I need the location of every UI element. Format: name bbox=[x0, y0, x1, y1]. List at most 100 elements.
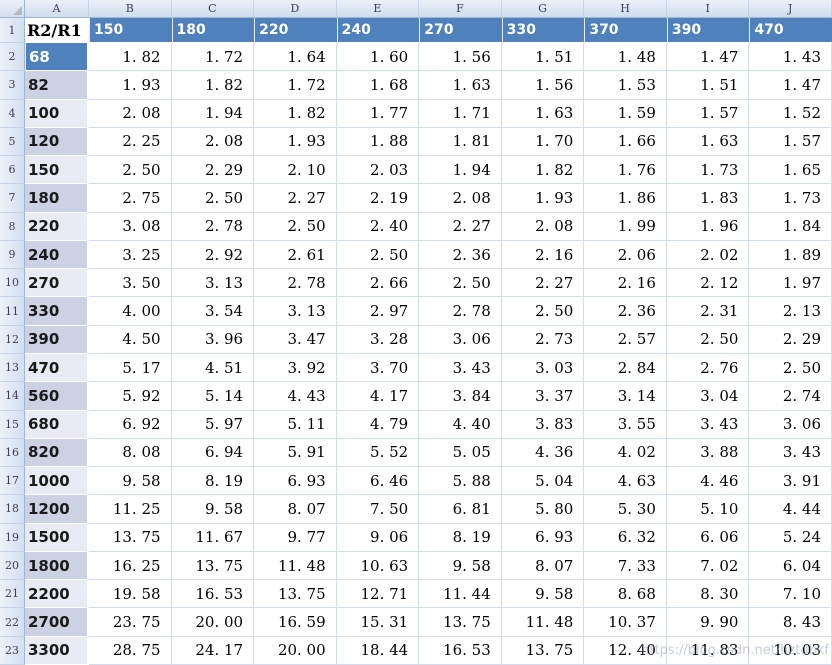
cell-H12[interactable]: 2. 57 bbox=[584, 325, 667, 354]
row-header-15[interactable]: 15 bbox=[0, 410, 25, 439]
cell-H21[interactable]: 8. 68 bbox=[584, 580, 667, 609]
cell-H5[interactable]: 1. 66 bbox=[584, 127, 667, 157]
cell-B10[interactable]: 3. 50 bbox=[89, 269, 172, 298]
cell-F6[interactable]: 1. 94 bbox=[419, 156, 502, 185]
cell-D15[interactable]: 5. 11 bbox=[254, 410, 337, 439]
cell-A5-row-label[interactable]: 120 bbox=[25, 127, 89, 157]
cell-A6-row-label[interactable]: 150 bbox=[25, 156, 89, 185]
cell-A10-row-label[interactable]: 270 bbox=[25, 269, 89, 298]
cell-I16[interactable]: 3. 88 bbox=[666, 438, 750, 468]
cell-B23[interactable]: 28. 75 bbox=[89, 636, 172, 665]
cell-G11[interactable]: 2. 50 bbox=[501, 297, 585, 326]
cell-J22[interactable]: 8. 43 bbox=[749, 608, 832, 637]
row-header-20[interactable]: 20 bbox=[0, 551, 25, 581]
cell-C4[interactable]: 1. 94 bbox=[171, 99, 255, 128]
cell-A14-row-label[interactable]: 560 bbox=[25, 382, 89, 411]
cell-C5[interactable]: 2. 08 bbox=[171, 127, 255, 157]
cell-C16[interactable]: 6. 94 bbox=[171, 438, 255, 468]
cell-E1-header[interactable]: 240 bbox=[336, 18, 420, 43]
cell-A7-row-label[interactable]: 180 bbox=[25, 184, 89, 213]
cell-B3[interactable]: 1. 93 bbox=[89, 71, 172, 100]
cell-G21[interactable]: 9. 58 bbox=[501, 580, 585, 609]
cell-I13[interactable]: 2. 76 bbox=[666, 354, 750, 383]
cell-D10[interactable]: 2. 78 bbox=[254, 269, 337, 298]
cell-D8[interactable]: 2. 50 bbox=[254, 212, 337, 241]
cell-H18[interactable]: 5. 30 bbox=[584, 495, 667, 524]
cell-A9-row-label[interactable]: 240 bbox=[25, 240, 89, 270]
cell-A23-row-label[interactable]: 3300 bbox=[25, 636, 89, 665]
cell-B8[interactable]: 3. 08 bbox=[89, 212, 172, 241]
cell-E22[interactable]: 15. 31 bbox=[336, 608, 420, 637]
column-header-I[interactable]: I bbox=[666, 0, 750, 18]
cell-E20[interactable]: 10. 63 bbox=[336, 551, 420, 581]
cell-F3[interactable]: 1. 63 bbox=[419, 71, 502, 100]
cell-I20[interactable]: 7. 02 bbox=[666, 551, 750, 581]
cell-B17[interactable]: 9. 58 bbox=[89, 467, 172, 496]
cell-D20[interactable]: 11. 48 bbox=[254, 551, 337, 581]
cell-G19[interactable]: 6. 93 bbox=[501, 523, 585, 552]
cell-C11[interactable]: 3. 54 bbox=[171, 297, 255, 326]
cell-C18[interactable]: 9. 58 bbox=[171, 495, 255, 524]
cell-E19[interactable]: 9. 06 bbox=[336, 523, 420, 552]
column-header-B[interactable]: B bbox=[89, 0, 172, 18]
cell-D1-header[interactable]: 220 bbox=[254, 18, 337, 43]
row-header-23[interactable]: 23 bbox=[0, 636, 25, 665]
cell-J15[interactable]: 3. 06 bbox=[749, 410, 832, 439]
cell-G8[interactable]: 2. 08 bbox=[501, 212, 585, 241]
cell-C23[interactable]: 24. 17 bbox=[171, 636, 255, 665]
cell-G13[interactable]: 3. 03 bbox=[501, 354, 585, 383]
row-header-9[interactable]: 9 bbox=[0, 240, 25, 270]
cell-E7[interactable]: 2. 19 bbox=[336, 184, 420, 213]
cell-H17[interactable]: 4. 63 bbox=[584, 467, 667, 496]
cell-E16[interactable]: 5. 52 bbox=[336, 438, 420, 468]
cell-H22[interactable]: 10. 37 bbox=[584, 608, 667, 637]
column-header-C[interactable]: C bbox=[171, 0, 255, 18]
cell-C2[interactable]: 1. 72 bbox=[171, 43, 255, 72]
cell-J1-header[interactable]: 470 bbox=[749, 18, 832, 43]
cell-B14[interactable]: 5. 92 bbox=[89, 382, 172, 411]
cell-G22[interactable]: 11. 48 bbox=[501, 608, 585, 637]
column-header-F[interactable]: F bbox=[419, 0, 502, 18]
cell-B21[interactable]: 19. 58 bbox=[89, 580, 172, 609]
cell-C22[interactable]: 20. 00 bbox=[171, 608, 255, 637]
cell-B11[interactable]: 4. 00 bbox=[89, 297, 172, 326]
cell-I15[interactable]: 3. 43 bbox=[666, 410, 750, 439]
cell-G9[interactable]: 2. 16 bbox=[501, 240, 585, 270]
cell-H9[interactable]: 2. 06 bbox=[584, 240, 667, 270]
cell-I8[interactable]: 1. 96 bbox=[666, 212, 750, 241]
cell-I5[interactable]: 1. 63 bbox=[666, 127, 750, 157]
cell-D17[interactable]: 6. 93 bbox=[254, 467, 337, 496]
cell-G20[interactable]: 8. 07 bbox=[501, 551, 585, 581]
column-header-G[interactable]: G bbox=[501, 0, 585, 18]
cell-B12[interactable]: 4. 50 bbox=[89, 325, 172, 354]
cell-J5[interactable]: 1. 57 bbox=[749, 127, 832, 157]
cell-A8-row-label[interactable]: 220 bbox=[25, 212, 89, 241]
cell-A16-row-label[interactable]: 820 bbox=[25, 438, 89, 468]
cell-F8[interactable]: 2. 27 bbox=[419, 212, 502, 241]
cell-D18[interactable]: 8. 07 bbox=[254, 495, 337, 524]
cell-I1-header[interactable]: 390 bbox=[666, 18, 750, 43]
cell-C12[interactable]: 3. 96 bbox=[171, 325, 255, 354]
cell-J17[interactable]: 3. 91 bbox=[749, 467, 832, 496]
cell-J20[interactable]: 6. 04 bbox=[749, 551, 832, 581]
cell-D19[interactable]: 9. 77 bbox=[254, 523, 337, 552]
cell-B7[interactable]: 2. 75 bbox=[89, 184, 172, 213]
cell-B19[interactable]: 13. 75 bbox=[89, 523, 172, 552]
cell-G1-header[interactable]: 330 bbox=[501, 18, 585, 43]
cell-H11[interactable]: 2. 36 bbox=[584, 297, 667, 326]
cell-D22[interactable]: 16. 59 bbox=[254, 608, 337, 637]
cell-F18[interactable]: 6. 81 bbox=[419, 495, 502, 524]
row-header-19[interactable]: 19 bbox=[0, 523, 25, 552]
cell-F9[interactable]: 2. 36 bbox=[419, 240, 502, 270]
cell-J4[interactable]: 1. 52 bbox=[749, 99, 832, 128]
cell-A1-corner-label[interactable]: R2/R1 bbox=[25, 18, 89, 43]
row-header-10[interactable]: 10 bbox=[0, 269, 25, 298]
row-header-16[interactable]: 16 bbox=[0, 438, 25, 468]
cell-C13[interactable]: 4. 51 bbox=[171, 354, 255, 383]
cell-D3[interactable]: 1. 72 bbox=[254, 71, 337, 100]
cell-G4[interactable]: 1. 63 bbox=[501, 99, 585, 128]
cell-A11-row-label[interactable]: 330 bbox=[25, 297, 89, 326]
cell-E8[interactable]: 2. 40 bbox=[336, 212, 420, 241]
cell-B13[interactable]: 5. 17 bbox=[89, 354, 172, 383]
cell-G12[interactable]: 2. 73 bbox=[501, 325, 585, 354]
